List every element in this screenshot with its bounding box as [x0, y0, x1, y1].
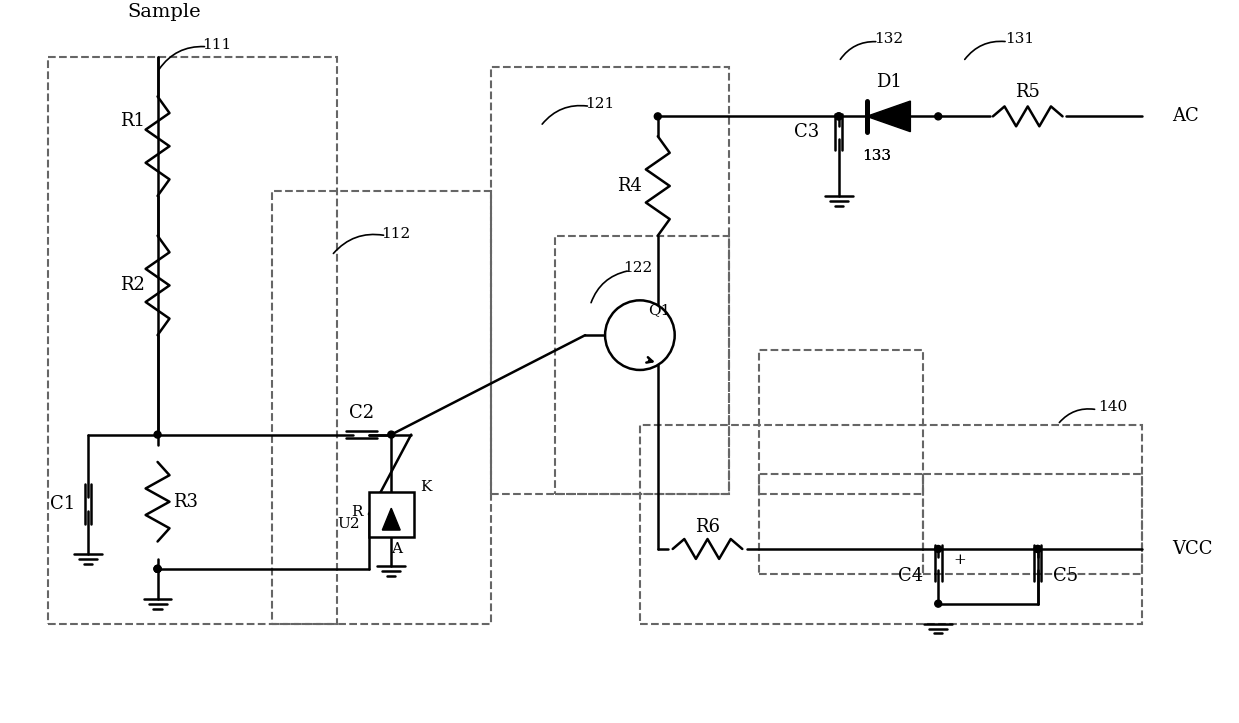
Bar: [271, 191, 491, 623]
Bar: [369, 492, 414, 536]
Circle shape: [835, 113, 843, 120]
Bar: [491, 67, 730, 495]
Text: R3: R3: [173, 493, 198, 510]
Circle shape: [654, 113, 662, 120]
Bar: [760, 350, 923, 495]
Text: R1: R1: [120, 112, 145, 130]
Text: Q1: Q1: [648, 303, 672, 317]
Text: C4: C4: [898, 568, 923, 586]
Text: K: K: [420, 480, 431, 494]
Bar: [48, 56, 337, 623]
Text: 140: 140: [1098, 400, 1127, 414]
Circle shape: [388, 431, 395, 438]
Bar: [555, 236, 730, 495]
Bar: [923, 474, 1142, 574]
Text: U2: U2: [338, 517, 361, 531]
Text: 133: 133: [862, 149, 891, 163]
Circle shape: [605, 300, 675, 370]
Circle shape: [835, 113, 843, 120]
Text: Sample: Sample: [128, 3, 202, 21]
Text: 111: 111: [203, 38, 232, 52]
Text: 133: 133: [862, 149, 891, 163]
Text: C3: C3: [794, 124, 819, 141]
Text: 122: 122: [623, 260, 653, 275]
Text: C5: C5: [1053, 568, 1078, 586]
Circle shape: [934, 545, 942, 552]
Text: R2: R2: [120, 276, 145, 294]
Bar: [760, 474, 923, 574]
Text: D1: D1: [876, 72, 902, 90]
Text: R6: R6: [695, 518, 720, 536]
Circle shape: [934, 600, 942, 607]
Circle shape: [154, 565, 161, 573]
Bar: [639, 424, 1142, 623]
Circle shape: [934, 113, 942, 120]
Polygon shape: [866, 101, 911, 132]
Text: 121: 121: [586, 98, 615, 111]
Text: C2: C2: [349, 403, 374, 422]
Text: VCC: VCC: [1172, 540, 1213, 558]
Polygon shape: [383, 508, 400, 530]
Circle shape: [1035, 545, 1041, 552]
Text: +: +: [954, 553, 966, 567]
Text: R5: R5: [1015, 82, 1041, 100]
Circle shape: [154, 431, 161, 438]
Text: AC: AC: [1172, 108, 1198, 125]
Text: R4: R4: [617, 177, 642, 195]
Text: C1: C1: [51, 495, 76, 513]
Text: 132: 132: [873, 32, 903, 46]
Text: 112: 112: [382, 227, 411, 241]
Circle shape: [1035, 545, 1041, 552]
Text: 131: 131: [1005, 32, 1035, 46]
Circle shape: [154, 565, 161, 573]
Text: A: A: [390, 542, 401, 557]
Circle shape: [154, 565, 161, 573]
Text: R: R: [351, 505, 363, 519]
